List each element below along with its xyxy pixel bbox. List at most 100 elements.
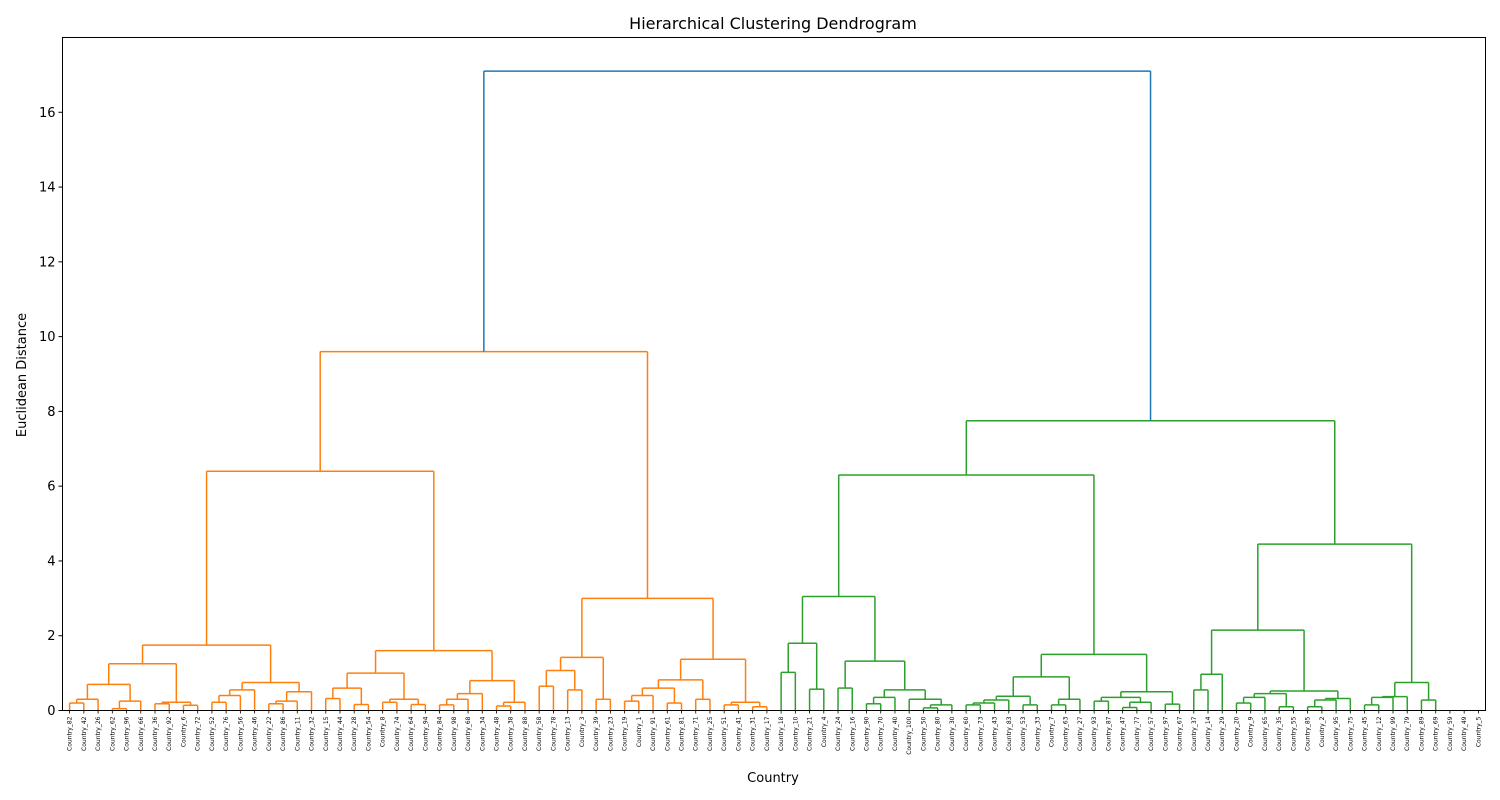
leaf-label: Country_23 — [607, 716, 614, 751]
leaf-label: Country_89 — [1418, 716, 1425, 751]
leaf-label: Country_52 — [209, 716, 216, 751]
leaf-label: Country_28 — [351, 716, 358, 751]
leaf-label: Country_94 — [422, 716, 429, 751]
plot-frame — [62, 37, 1486, 711]
leaf-label: Country_84 — [437, 716, 444, 751]
leaf-label: Country_3 — [579, 716, 586, 747]
leaf-label: Country_27 — [1077, 716, 1084, 751]
leaf-label: Country_63 — [1063, 716, 1070, 751]
leaf-label: Country_39 — [593, 716, 600, 751]
leaf-label: Country_37 — [1191, 716, 1198, 751]
leaf-label: Country_12 — [1376, 716, 1383, 751]
leaf-label: Country_73 — [977, 716, 984, 751]
y-tick-label: 2 — [47, 629, 55, 644]
leaf-label: Country_82 — [67, 716, 74, 751]
leaf-label: Country_80 — [935, 716, 942, 751]
leaf-label: Country_62 — [109, 716, 116, 751]
leaf-label: Country_18 — [778, 716, 785, 751]
leaf-label: Country_87 — [1105, 716, 1112, 751]
leaf-label: Country_34 — [479, 716, 486, 751]
leaf-label: Country_77 — [1134, 716, 1141, 751]
leaf-label: Country_10 — [792, 716, 799, 751]
leaf-label: Country_48 — [494, 716, 501, 751]
leaf-label: Country_42 — [81, 716, 88, 751]
leaf-label: Country_5 — [1475, 716, 1482, 747]
leaf-label: Country_59 — [1447, 716, 1454, 751]
leaf-label: Country_30 — [949, 716, 956, 751]
leaf-label: Country_20 — [1233, 716, 1240, 751]
leaf-label: Country_2 — [1319, 716, 1326, 747]
y-tick-label: 16 — [39, 106, 56, 121]
leaf-label: Country_21 — [807, 716, 814, 751]
leaf-label: Country_68 — [465, 716, 472, 751]
leaf-label: Country_75 — [1347, 716, 1354, 751]
leaf-label: Country_24 — [835, 716, 842, 751]
leaf-label: Country_11 — [294, 716, 301, 751]
leaf-label: Country_40 — [892, 716, 899, 751]
leaf-label: Country_97 — [1162, 716, 1169, 751]
leaf-label: Country_78 — [550, 716, 557, 751]
leaf-label: Country_81 — [679, 716, 686, 751]
leaf-label: Country_64 — [408, 716, 415, 751]
leaf-label: Country_54 — [365, 716, 372, 751]
leaf-label: Country_44 — [337, 716, 344, 751]
y-tick-label: 4 — [47, 554, 55, 569]
leaf-label: Country_45 — [1362, 716, 1369, 751]
x-axis: Country_82 Country_42 Country_26 Country_62… — [67, 710, 1482, 755]
leaf-label: Country_29 — [1219, 716, 1226, 751]
y-tick-label: 12 — [39, 255, 56, 270]
leaf-label: Country_98 — [451, 716, 458, 751]
leaf-label: Country_88 — [522, 716, 529, 751]
leaf-label: Country_9 — [1248, 716, 1255, 747]
leaf-label: Country_99 — [1390, 716, 1397, 751]
y-tick-label: 8 — [47, 405, 55, 420]
y-tick-label: 6 — [47, 480, 55, 495]
leaf-label: Country_67 — [1177, 716, 1184, 751]
leaf-label: Country_46 — [252, 716, 259, 751]
leaf-label: Country_35 — [1276, 716, 1283, 751]
x-axis-label: Country — [747, 771, 799, 786]
y-tick-label: 0 — [47, 704, 55, 719]
leaf-label: Country_13 — [565, 716, 572, 751]
leaf-label: Country_100 — [906, 716, 913, 754]
leaf-label: Country_7 — [1048, 716, 1055, 747]
leaf-label: Country_1 — [636, 716, 643, 747]
leaf-label: Country_50 — [920, 716, 927, 751]
leaf-label: Country_25 — [707, 716, 714, 751]
leaf-label: Country_58 — [536, 716, 543, 751]
leaf-label: Country_19 — [622, 716, 629, 751]
leaf-label: Country_60 — [963, 716, 970, 751]
leaf-label: Country_51 — [721, 716, 728, 751]
leaf-label: Country_92 — [166, 716, 173, 751]
leaf-label: Country_15 — [323, 716, 330, 751]
leaf-label: Country_72 — [195, 716, 202, 751]
leaf-label: Country_47 — [1120, 716, 1127, 751]
leaf-label: Country_66 — [138, 716, 145, 751]
leaf-label: Country_70 — [878, 716, 885, 751]
leaf-label: Country_71 — [693, 716, 700, 751]
leaf-label: Country_93 — [1091, 716, 1098, 751]
leaf-label: Country_32 — [309, 716, 316, 751]
leaf-label: Country_38 — [508, 716, 515, 751]
leaf-label: Country_14 — [1205, 716, 1212, 751]
leaf-label: Country_76 — [223, 716, 230, 751]
y-axis-label: Euclidean Distance — [15, 313, 30, 437]
leaf-label: Country_85 — [1305, 716, 1312, 751]
leaf-label: Country_79 — [1404, 716, 1411, 751]
leaf-label: Country_4 — [821, 716, 828, 747]
leaf-label: Country_56 — [237, 716, 244, 751]
leaf-label: Country_36 — [152, 716, 159, 751]
leaf-label: Country_22 — [266, 716, 273, 751]
leaf-label: Country_61 — [664, 716, 671, 751]
leaf-label: Country_57 — [1148, 716, 1155, 751]
leaf-label: Country_17 — [764, 716, 771, 751]
y-tick-label: 14 — [39, 181, 56, 196]
leaf-label: Country_74 — [394, 716, 401, 751]
chart-title: Hierarchical Clustering Dendrogram — [629, 14, 917, 33]
leaf-label: Country_95 — [1333, 716, 1340, 751]
leaf-label: Country_8 — [380, 716, 387, 747]
leaf-label: Country_16 — [849, 716, 856, 751]
y-axis: 0 2 4 6 8 10 12 14 16 — [39, 106, 63, 719]
leaf-label: Country_69 — [1433, 716, 1440, 751]
